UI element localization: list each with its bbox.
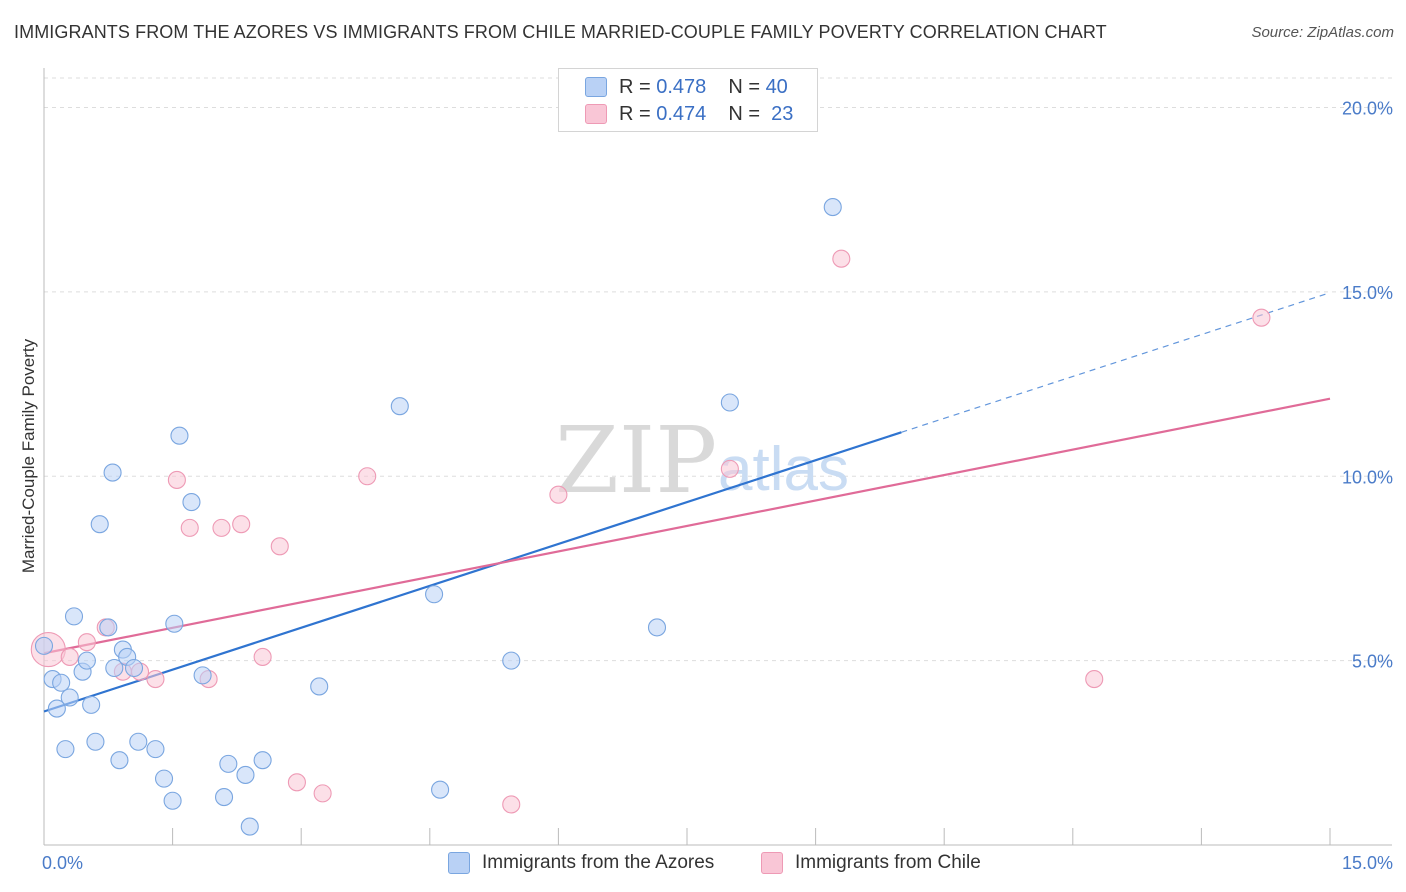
- azores-point: [52, 673, 71, 692]
- y-tick-label: 20.0%: [1342, 99, 1393, 119]
- chart-title: IMMIGRANTS FROM THE AZORES VS IMMIGRANTS…: [14, 22, 1107, 42]
- azores-point: [240, 817, 259, 836]
- chile-point: [77, 633, 96, 652]
- series-azores-points: [34, 198, 842, 836]
- legend-r-value-chile: 0.474: [656, 102, 707, 125]
- azores-point: [431, 780, 450, 799]
- legend-r-label: R =: [619, 102, 651, 125]
- azores-point: [34, 636, 54, 655]
- chile-point: [313, 784, 332, 803]
- chile-point: [212, 518, 231, 537]
- bottom-legend-label-azores: Immigrants from the Azores: [482, 852, 715, 873]
- bottom-legend: Immigrants from the Azores Immigrants fr…: [0, 852, 1406, 876]
- y-tick-labels: 5.0% 10.0% 15.0% 20.0%: [1342, 99, 1393, 672]
- azores-point: [253, 751, 272, 770]
- azores-point: [823, 198, 842, 217]
- chile-point: [549, 485, 568, 504]
- chile-point: [502, 795, 521, 814]
- source-label: Source: ZipAtlas.com: [1251, 24, 1394, 41]
- azores-point: [236, 765, 255, 784]
- chile-point: [180, 518, 199, 537]
- azores-point: [86, 732, 105, 751]
- trend-lines: [43, 292, 1331, 713]
- azores-point: [60, 688, 79, 707]
- azores-point: [90, 515, 109, 534]
- azores-point: [647, 618, 667, 637]
- legend: R = 0.478 N = 40 R = 0.474 N = 23: [558, 68, 818, 132]
- y-tick-label: 5.0%: [1352, 652, 1393, 672]
- azores-point: [214, 788, 234, 807]
- x-tick-labels: 0.0% 15.0%: [42, 853, 1393, 873]
- axes: [43, 68, 1392, 846]
- azores-point: [165, 614, 184, 633]
- chile-point: [720, 459, 739, 478]
- azores-point: [182, 493, 201, 512]
- y-tick-label: 15.0%: [1342, 283, 1393, 303]
- chile-point: [232, 515, 251, 534]
- chile-point: [270, 537, 289, 556]
- azores-point: [219, 754, 238, 773]
- grid-lines: [44, 77, 1392, 662]
- trend-line-chile: [43, 397, 1331, 655]
- azores-point: [170, 426, 189, 445]
- legend-row-chile: R = 0.474 N = 23: [585, 103, 793, 125]
- watermark-zip: ZIP: [555, 407, 717, 514]
- azores-point: [47, 699, 66, 718]
- legend-r-value-azores: 0.478: [656, 75, 707, 98]
- legend-swatch-azores: [585, 77, 607, 97]
- chile-point: [60, 647, 79, 666]
- x-tick-label: 0.0%: [42, 853, 83, 873]
- watermark-atlas: atlas: [718, 435, 849, 504]
- azores-point: [146, 740, 165, 759]
- azores-point: [129, 732, 148, 751]
- bottom-legend-swatch-chile: [761, 852, 783, 874]
- azores-point: [64, 607, 84, 626]
- azores-point: [105, 658, 124, 678]
- bottom-legend-swatch-azores: [448, 852, 470, 874]
- legend-n-value-azores: 40: [765, 75, 788, 98]
- y-tick-label: 10.0%: [1342, 467, 1393, 487]
- legend-swatch-chile: [585, 104, 607, 124]
- azores-point: [124, 658, 144, 678]
- azores-point: [77, 651, 96, 670]
- azores-point: [154, 769, 174, 788]
- azores-point: [99, 618, 118, 637]
- chile-point: [253, 647, 272, 666]
- azores-point: [720, 393, 739, 412]
- azores-point: [103, 463, 122, 482]
- bottom-legend-chile: Immigrants from Chile: [761, 852, 981, 874]
- azores-point: [110, 751, 129, 770]
- azores-point: [390, 397, 409, 416]
- x-tick-label: 15.0%: [1342, 853, 1393, 873]
- azores-point: [56, 740, 75, 759]
- legend-n-label: N =: [728, 102, 760, 125]
- legend-r-label: R =: [619, 75, 651, 98]
- y-axis-label: Married-Couple Family Poverty: [19, 338, 38, 573]
- azores-point: [310, 677, 329, 696]
- chile-point: [287, 773, 306, 792]
- azores-point: [502, 651, 521, 670]
- chile-point: [1252, 308, 1271, 327]
- bottom-legend-label-chile: Immigrants from Chile: [795, 852, 981, 873]
- azores-point: [193, 666, 212, 685]
- series-chile-points: [30, 249, 1271, 814]
- trend-line-azores: [43, 431, 902, 713]
- azores-point: [163, 791, 182, 810]
- chile-point: [358, 467, 377, 486]
- chile-point: [167, 470, 186, 489]
- chile-point: [1085, 670, 1104, 689]
- legend-n-label: N =: [728, 75, 760, 98]
- chile-point: [832, 249, 851, 268]
- bottom-legend-azores: Immigrants from the Azores: [448, 852, 714, 874]
- azores-point: [82, 695, 101, 714]
- watermark: ZIP atlas: [555, 407, 849, 514]
- azores-point: [425, 585, 444, 604]
- legend-n-value-chile: 23: [771, 102, 794, 125]
- legend-row-azores: R = 0.478 N = 40: [585, 76, 788, 98]
- chile-point: [146, 670, 165, 689]
